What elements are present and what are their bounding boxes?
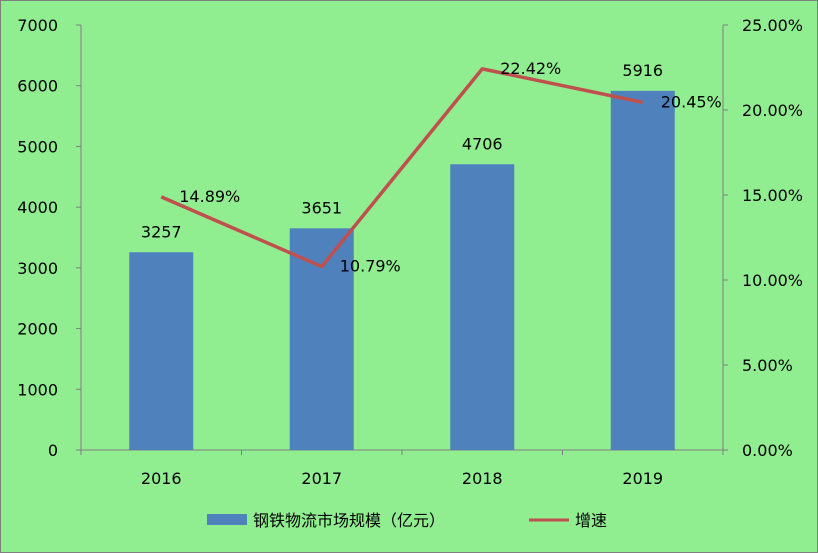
growth-line xyxy=(160,67,644,269)
y-left-tick-label: 2000 xyxy=(17,320,58,339)
y-left-tick-label: 7000 xyxy=(17,16,58,35)
y-left-tick-label: 1000 xyxy=(17,380,58,399)
y-right-tick-label: 20.00% xyxy=(742,101,803,120)
line-value-label: 14.89% xyxy=(179,187,240,206)
y-right-tick-label: 10.00% xyxy=(742,271,803,290)
bar-value-label: 3651 xyxy=(301,198,342,217)
bar-value-label: 3257 xyxy=(141,222,182,241)
legend-label-line: 增速 xyxy=(575,511,607,530)
x-tick-label: 2016 xyxy=(141,469,182,488)
bar-value-label: 4706 xyxy=(462,134,503,153)
y-left-tick-label: 4000 xyxy=(17,198,58,217)
line-value-label: 22.42% xyxy=(500,59,561,78)
y-left-tick-label: 6000 xyxy=(17,77,58,96)
legend: 钢铁物流市场规模（亿元） 增速 xyxy=(207,511,607,530)
x-tick-label: 2019 xyxy=(622,469,663,488)
bar-series xyxy=(129,90,675,451)
bar-value-label: 5916 xyxy=(622,61,663,80)
legend-swatch-bar xyxy=(207,514,247,525)
x-tick-label: 2017 xyxy=(301,469,342,488)
y-left-tick-label: 3000 xyxy=(17,259,58,278)
y-left-tick-label: 5000 xyxy=(17,137,58,156)
bar xyxy=(450,164,515,450)
x-tick-label: 2018 xyxy=(462,469,503,488)
bar xyxy=(129,252,194,450)
line-value-label: 10.79% xyxy=(340,257,401,276)
bar xyxy=(610,90,675,451)
data-labels: 3257 3651 4706 5916 14.89% 10.79% 22.42% 20.45% xyxy=(141,59,722,276)
y-right-tick-label: 25.00% xyxy=(742,16,803,35)
y-right-tick-label: 15.00% xyxy=(742,186,803,205)
y-left-tick-label: 0 xyxy=(48,441,58,460)
line-series xyxy=(160,67,644,269)
y-right-tick-label: 5.00% xyxy=(742,356,793,375)
y-right-tick-label: 0.00% xyxy=(742,441,793,460)
line-value-label: 20.45% xyxy=(661,92,722,111)
legend-label-bar: 钢铁物流市场规模（亿元） xyxy=(253,511,445,530)
